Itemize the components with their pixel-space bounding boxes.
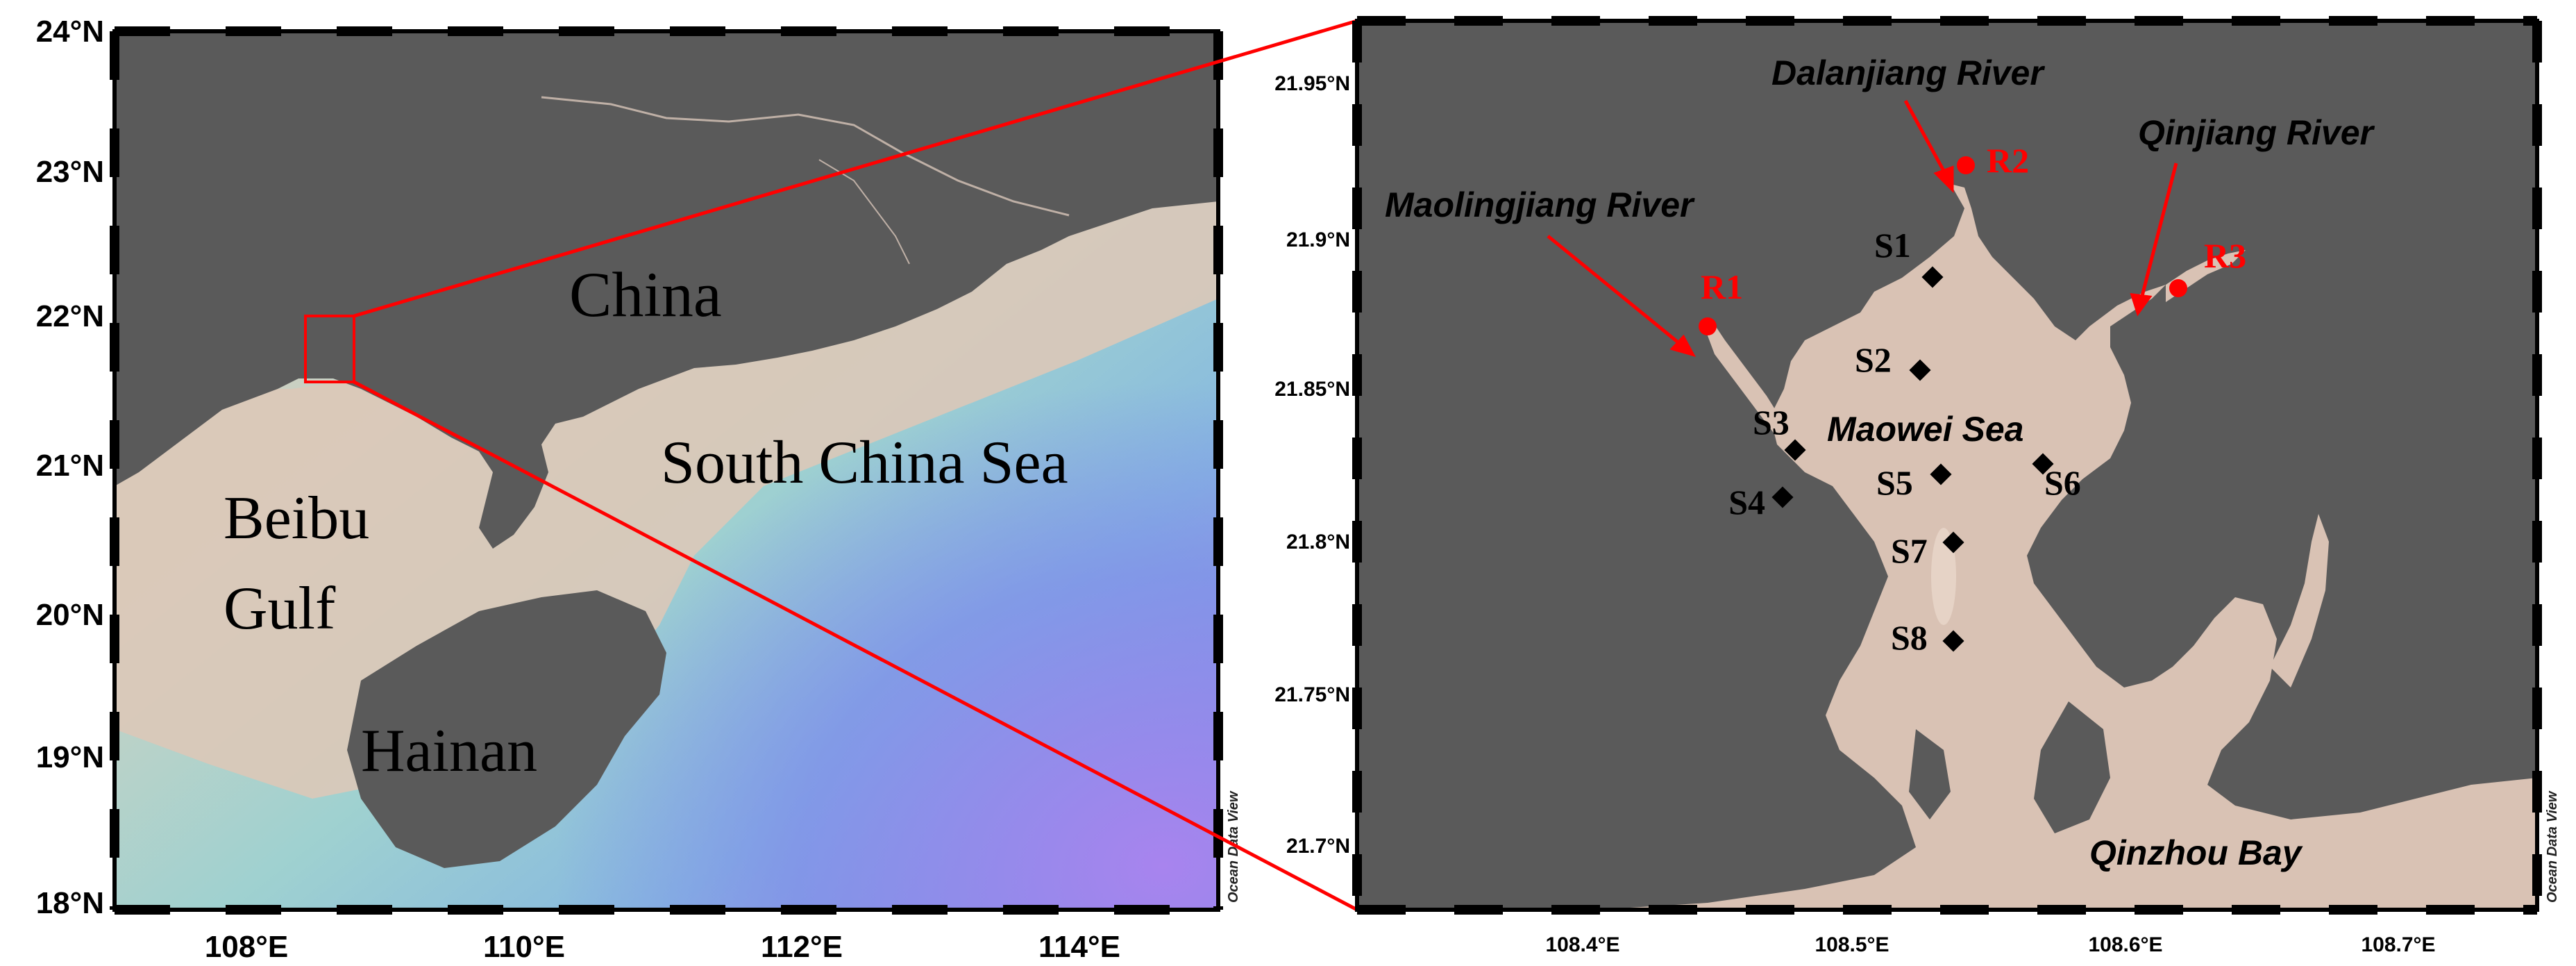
label-south-china-sea: South China Sea <box>661 429 1068 497</box>
station-r3-marker <box>2169 279 2187 297</box>
island <box>2034 701 2110 833</box>
station-s3-marker <box>1784 439 1806 461</box>
label-china: China <box>569 259 722 330</box>
station-r1-marker <box>1699 317 1717 335</box>
right-frame-ticks <box>1352 16 2542 915</box>
right-lat-tick: 21.7°N <box>1286 835 1350 858</box>
left-lon-tick: 108°E <box>205 930 288 964</box>
left-map: 24°N 23°N 22°N 21°N 20°N 19°N 18°N 108°E… <box>36 15 1241 964</box>
station-r2-label: R2 <box>1987 141 2029 180</box>
label-dalanjiang-river: Dalanjiang River <box>1771 53 2045 92</box>
label-maowei-sea: Maowei Sea <box>1827 410 2023 449</box>
right-map: 21.95°N 21.9°N 21.85°N 21.8°N 21.75°N 21… <box>1274 16 2560 956</box>
label-qinzhou-bay: Qinzhou Bay <box>2089 833 2303 872</box>
land-hainan <box>347 590 666 868</box>
river-arrows <box>1547 99 2178 358</box>
shelf-area <box>115 188 1218 799</box>
sea-stations <box>1771 266 2054 652</box>
right-lat-tick: 21.9°N <box>1286 228 1350 251</box>
station-r1-label: R1 <box>1701 267 1743 306</box>
right-lon-tick: 108.6°E <box>2088 933 2162 956</box>
maolingjiang-channel <box>1704 319 1791 451</box>
station-r3-label: R3 <box>2204 236 2246 275</box>
left-river <box>541 96 1070 217</box>
station-s8-marker <box>1942 630 1964 652</box>
label-hainan: Hainan <box>361 717 537 785</box>
station-s1-marker <box>1921 266 1944 288</box>
right-lat-tick: 21.75°N <box>1274 683 1350 706</box>
left-lat-tick: 21°N <box>36 449 104 483</box>
left-lon-tick: 110°E <box>483 930 565 964</box>
right-lat-tick: 21.8°N <box>1286 531 1350 553</box>
right-lat-tick: 21.85°N <box>1274 378 1350 401</box>
shoal <box>1931 528 1956 625</box>
station-s8-label: S8 <box>1891 618 1928 657</box>
label-beibu: Beibu <box>224 485 369 552</box>
station-r2-marker <box>1957 156 1975 174</box>
station-s1-label: S1 <box>1874 226 1911 265</box>
label-gulf: Gulf <box>224 575 336 642</box>
left-lat-tick: 22°N <box>36 299 104 333</box>
right-lon-tick: 108.7°E <box>2361 933 2435 956</box>
island <box>1909 729 1951 819</box>
left-lat-tick: 19°N <box>36 740 104 774</box>
right-lon-tick: 108.4°E <box>1545 933 1619 956</box>
left-lon-tick: 114°E <box>1038 930 1120 964</box>
label-maolingjiang-river: Maolingjiang River <box>1385 185 1695 224</box>
left-lat-tick: 23°N <box>36 155 104 189</box>
left-lat-tick: 20°N <box>36 598 104 632</box>
right-lat-tick: 21.95°N <box>1274 72 1350 95</box>
left-lon-tick: 112°E <box>761 930 843 964</box>
station-s7-label: S7 <box>1891 531 1928 570</box>
zoom-connectors <box>353 19 1358 912</box>
left-lat-tick: 18°N <box>36 886 104 920</box>
land-china <box>115 31 1218 549</box>
river-stations: R1 R2 R3 <box>1699 141 2246 335</box>
left-lat-tick: 24°N <box>36 15 104 49</box>
right-lon-tick: 108.5°E <box>1815 933 1889 956</box>
qinjiang-channel <box>2166 250 2246 302</box>
station-s2-label: S2 <box>1855 340 1892 379</box>
station-s7-marker <box>1942 531 1964 553</box>
station-s6-marker <box>2032 453 2054 475</box>
station-s4-label: S4 <box>1728 483 1765 522</box>
station-s2-marker <box>1909 359 1931 381</box>
label-qinjiang-river: Qinjiang River <box>2138 113 2375 152</box>
station-s5-label: S5 <box>1876 463 1913 502</box>
sea-station-labels: S1 S2 S3 S4 S5 S6 S7 S8 <box>1728 226 2081 657</box>
maowei-sea-water <box>1597 184 2537 910</box>
left-frame <box>112 29 1220 912</box>
east-channel <box>2270 514 2329 688</box>
right-credit: Ocean Data View <box>2545 790 2560 903</box>
left-frame-ticks <box>110 26 1223 915</box>
station-s3-label: S3 <box>1753 403 1790 442</box>
station-s6-label: S6 <box>2044 463 2081 502</box>
zoom-box <box>304 315 355 383</box>
station-s4-marker <box>1771 486 1794 508</box>
station-s5-marker <box>1930 463 1952 485</box>
